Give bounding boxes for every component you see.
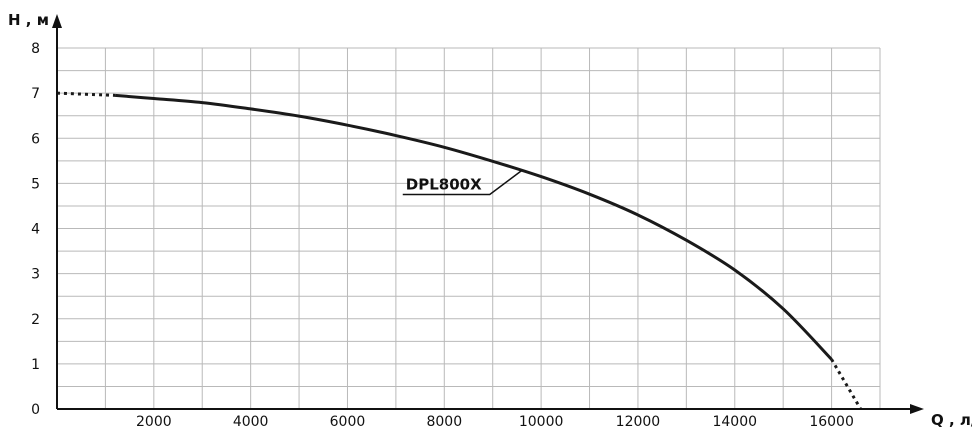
- series-line: [114, 93, 833, 361]
- x-tick-label: 12000: [616, 414, 661, 430]
- series-label-dpl800x: DPL800X: [406, 175, 482, 193]
- annotation-leader-line: [402, 169, 523, 196]
- tick-labels: 2000 4000 6000 8000 10000 12000 14000 16000 0 1 2 3…: [31, 41, 854, 430]
- x-axis-title: Q , л/ч: [931, 411, 972, 429]
- x-tick-label: 16000: [809, 414, 854, 430]
- y-tick-label: 3: [31, 267, 40, 283]
- x-tick-label: 14000: [712, 414, 757, 430]
- x-tick-label: 6000: [330, 414, 366, 430]
- y-tick-label: 8: [31, 41, 40, 57]
- y-tick-label: 1: [31, 357, 40, 373]
- y-tick-label: 5: [31, 176, 40, 192]
- y-tick-label: 0: [31, 402, 40, 418]
- axes: H , м Q , л/ч: [8, 11, 972, 429]
- x-tick-label: 2000: [136, 414, 172, 430]
- grid: [57, 47, 881, 409]
- x-tick-label: 8000: [426, 414, 462, 430]
- y-axis-arrow: [52, 14, 62, 28]
- y-tick-label: 4: [31, 222, 40, 238]
- x-tick-label: 4000: [233, 414, 269, 430]
- y-tick-label: 2: [31, 312, 40, 328]
- series-dpl800x: [56, 91, 862, 410]
- series-annotation: DPL800X: [402, 169, 523, 196]
- series-line-extrapolated-start: [56, 91, 116, 97]
- y-tick-label: 6: [31, 131, 40, 147]
- y-tick-label: 7: [31, 86, 40, 102]
- x-tick-label: 10000: [519, 414, 564, 430]
- series-line-extrapolated-end: [830, 358, 862, 410]
- y-axis-title: H , м: [8, 11, 49, 29]
- x-axis-arrow: [910, 404, 924, 414]
